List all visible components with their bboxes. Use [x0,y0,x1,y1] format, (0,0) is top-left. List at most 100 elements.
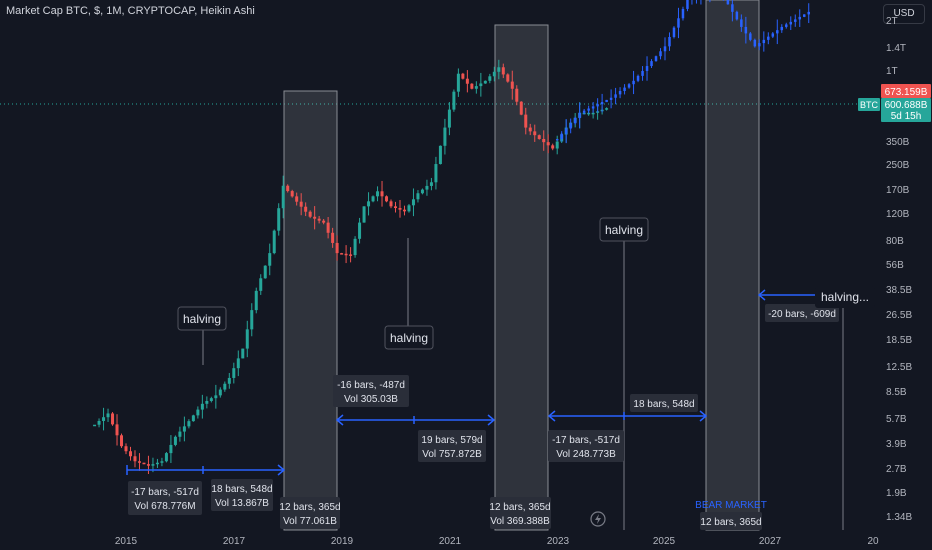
x-tick: 2021 [439,536,462,547]
y-tick: 3.9B [886,439,907,450]
candle-body [290,191,294,197]
candle-body [758,43,761,47]
cycle-box[interactable] [494,24,549,531]
candle-body [173,436,177,445]
candle-body [254,290,258,311]
candle-body [524,114,528,128]
candle-body [376,191,380,197]
candle-body [686,0,689,9]
candle-body [416,193,420,200]
measure-text: 18 bars, 548d [633,399,694,410]
candle-body [317,218,321,221]
candle-body [461,73,465,79]
halving-label-box [384,325,434,350]
y-tick: 12.5B [886,362,912,373]
cycle-box[interactable] [283,90,338,531]
measure-label-box [280,497,340,529]
candle-body [133,456,137,462]
measure-text: Vol 13.867B [215,498,269,509]
candle-body [474,86,478,89]
halving-label-box [815,286,875,308]
candle-body [411,199,415,206]
candle-body [501,67,505,75]
candle-body [241,348,245,359]
halving-label: halving [605,223,643,237]
candle-body [771,33,775,37]
candle-body [187,421,191,427]
candle-body [578,112,581,119]
candle-body [128,451,132,457]
x-tick: 2025 [653,536,676,547]
candle-body [632,80,635,85]
candle-body [573,118,577,124]
chart-title: Market Cap BTC, $, 1M, CRYPTOCAP, Heikin… [6,5,255,17]
candle-body [214,395,218,399]
candle-body [735,11,739,20]
y-tick: 56B [886,260,904,271]
candle-body [798,16,801,20]
candle-body [681,8,685,19]
candle-body [546,142,550,146]
candle-body [618,90,622,95]
measure-text: Vol 369.388B [490,516,550,527]
candle-body [497,67,501,72]
candle-body [326,222,330,233]
currency-button[interactable]: USD [883,4,925,24]
candle-body [807,11,810,15]
y-tick: 250B [886,160,910,171]
candle-body [146,464,150,466]
candle-body [151,464,155,466]
candle-body [286,185,290,192]
candle-body [250,310,254,330]
candle-body [510,81,514,89]
candle-body [111,413,115,425]
candle-body [528,127,532,132]
candle-body [367,201,371,207]
projection-bars [555,0,810,144]
candle-body [677,18,680,28]
candle-body [564,128,568,134]
candle-body [223,383,227,390]
arrow-head [547,410,556,422]
measure-text: Vol 305.03B [344,394,398,405]
candle-body [182,426,186,432]
candle-body [385,196,389,202]
candle-body [614,94,617,98]
arrow-head [277,464,286,476]
candle-body [542,138,546,143]
cycle-box[interactable] [705,0,760,531]
measure-label-box [128,481,202,515]
price-axis[interactable]: 2T 1.4T 1T 350B 250B 170B 120B 80B 56B 3… [886,16,912,523]
y-tick: 1.4T [886,43,906,54]
measure-label-box [630,394,698,412]
candle-body [627,84,631,88]
y-tick: 26.5B [886,310,912,321]
candle-body [744,26,748,34]
arrow-head [487,414,496,426]
x-tick: 2019 [331,536,354,547]
candle-body [605,99,608,103]
measure-text: -20 bars, -609d [768,309,836,320]
candle-body [389,201,393,207]
candle-body [299,201,303,207]
candle-body [605,108,609,110]
lightning-icon[interactable] [590,511,606,527]
measure-label-box [211,479,273,511]
y-tick: 38.5B [886,285,912,296]
candle-body [106,413,110,418]
halving-label-box [599,217,649,242]
candle-body [753,39,757,47]
time-axis[interactable]: 2015 2017 2019 2021 2023 2025 2027 20 [115,536,879,547]
candle-body [591,112,595,115]
candle-body [353,238,357,256]
candle-body [429,182,433,186]
candle-body [420,189,424,194]
candle-body [515,88,519,102]
candle-body [443,127,447,146]
arrow-head [757,289,766,301]
measure-text: Vol 678.776M [134,501,195,512]
candle-body [407,205,411,212]
candle-body [371,196,375,202]
